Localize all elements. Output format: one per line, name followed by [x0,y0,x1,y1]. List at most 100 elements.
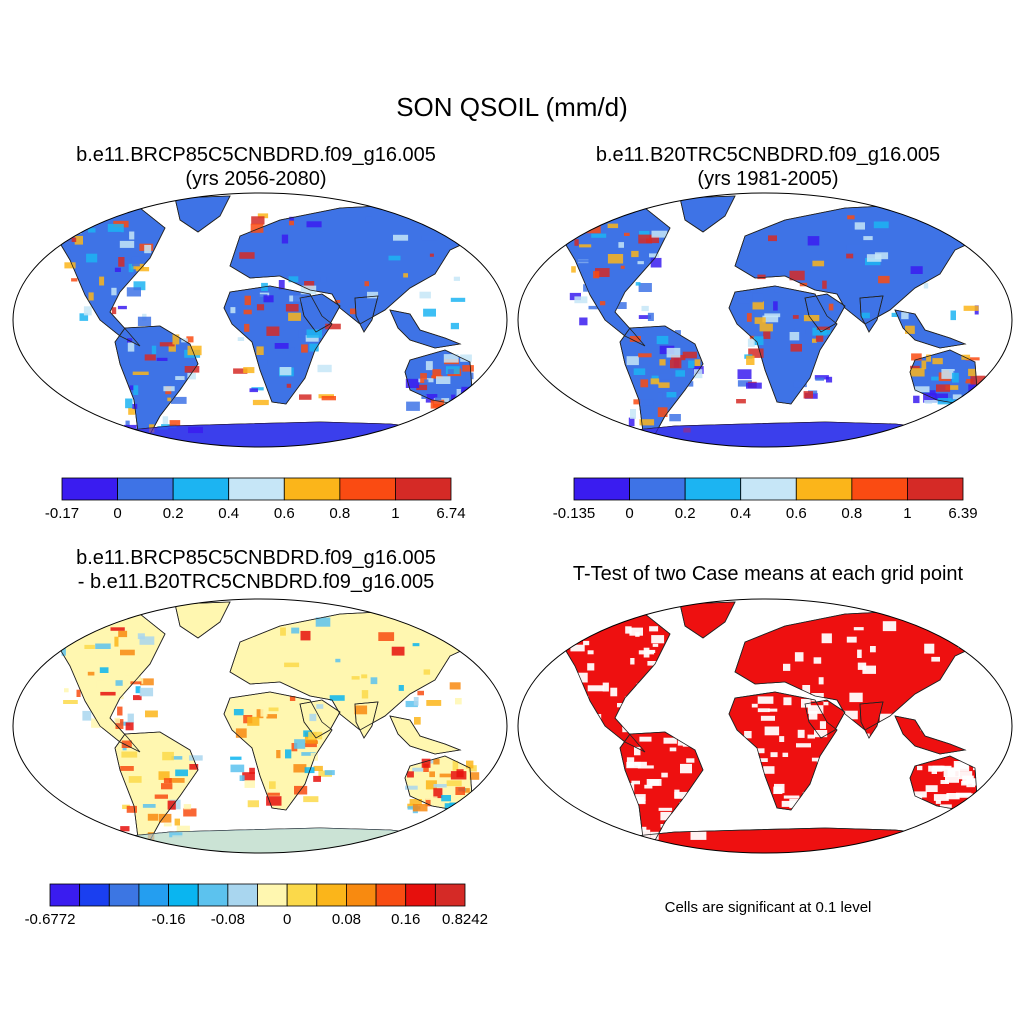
grid-cell [425,780,437,790]
grid-cell [910,368,925,377]
grid-cell [635,632,640,637]
grid-cell [140,678,154,686]
grid-cell [633,368,646,375]
grid-cell [249,767,255,774]
grid-cell [968,368,976,377]
grid-cell [658,807,673,811]
grid-cell [259,359,268,365]
grid-cell [807,705,824,714]
grid-cell [682,742,692,747]
grid-cell [571,266,576,273]
grid-cell [819,721,826,729]
grid-cell [737,380,752,387]
grid-cell [973,765,984,771]
grid-cell [789,270,805,281]
grid-cell [256,346,264,355]
colorbar-tick-label: 0 [282,911,292,928]
grid-cell [465,372,474,380]
grid-cell [133,695,142,701]
grid-cell [571,637,579,641]
significance-note: Cells are significant at 0.1 level [664,899,872,916]
grid-cell [365,216,372,223]
grid-cell [971,794,987,798]
grid-cell [792,315,799,319]
map-panel-historical [517,192,1013,448]
grid-cell [183,808,197,817]
grid-cell [175,376,185,380]
grid-cell [443,354,459,363]
grid-cell [105,231,122,236]
grid-cell [425,796,438,800]
grid-cell [576,259,592,263]
grid-cell [574,695,589,700]
grid-cell [828,303,834,311]
grid-cell [300,285,317,295]
grid-cell [127,713,134,724]
grid-cell [129,231,135,240]
grid-cell [162,416,169,425]
grid-cell [455,698,462,705]
grid-cell [583,284,590,292]
grid-cell [640,379,649,388]
grid-cell [306,329,322,338]
grid-cell [462,788,470,793]
grid-cell [186,336,194,343]
grid-cell [688,360,695,369]
grid-cell [189,755,203,761]
colorbar-tick-label: 0 [625,505,634,522]
grid-cell [235,728,247,738]
grid-cell [954,733,965,737]
grid-cell [158,771,170,780]
grid-cell [645,649,656,653]
grid-cell [588,714,602,722]
map-land-layer [524,195,1006,447]
continent-seasia [894,715,966,755]
colorbar-tick-label: 0.08 [331,911,362,928]
grid-cell [621,709,633,713]
colorbar-tick-label: 0.4 [218,505,240,522]
grid-cell [447,369,454,375]
colorbar-box [108,883,140,907]
grid-cell [878,275,890,284]
grid-cell [350,308,357,315]
grid-cell [64,262,76,269]
grid-cell [862,665,876,674]
grid-cell [917,765,923,771]
grid-cell [591,233,607,238]
grid-cell [266,326,280,336]
grid-cell [843,710,858,720]
grid-cell [976,672,992,678]
grid-cell [439,773,452,778]
grid-cell [746,313,752,322]
grid-cell [816,326,830,330]
grid-cell [874,252,889,260]
grid-cell [64,688,69,693]
grid-cell [682,351,697,359]
colorbar-box [405,883,436,907]
grid-cell [88,228,96,233]
grid-cell [607,254,624,264]
grid-cell [783,697,792,706]
grid-cell [83,306,92,316]
grid-cell [631,780,640,785]
grid-cell [425,798,431,807]
grid-cell [117,721,131,726]
grid-cell [410,620,422,626]
grid-cell [309,713,317,722]
grid-cell [634,761,647,766]
grid-cell [289,216,294,221]
colorbar-3 [49,883,466,907]
grid-cell [306,221,322,228]
grid-cell [118,630,128,638]
grid-cell [613,302,627,309]
grid-cell [913,395,920,404]
colorbar-tick-label: 6.39 [948,505,978,522]
colorbar-box [228,477,285,501]
colorbar-tick-label: -0.17 [44,505,80,522]
grid-cell [176,825,190,833]
grid-cell [315,617,331,627]
grid-cell [649,779,659,786]
grid-cell [628,417,635,427]
grid-cell [128,776,142,783]
grid-cell [626,783,635,793]
